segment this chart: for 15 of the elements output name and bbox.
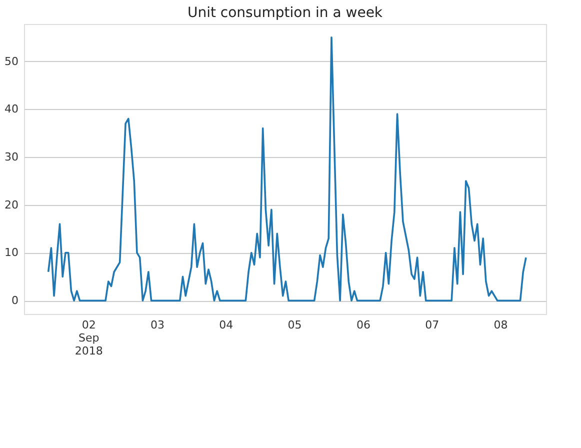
y-tick-label: 30 bbox=[4, 150, 18, 164]
x-tick-label: 03 bbox=[150, 318, 165, 332]
y-tick-label: 0 bbox=[12, 294, 18, 308]
y-tick-label: 10 bbox=[4, 246, 18, 260]
x-tick-label: 02 Sep 2018 bbox=[74, 318, 103, 358]
y-tick-label: 50 bbox=[4, 54, 18, 68]
x-tick-label: 07 bbox=[425, 318, 440, 332]
line-series bbox=[47, 36, 527, 302]
x-tick-label: 04 bbox=[219, 318, 234, 332]
x-tick-label: 06 bbox=[356, 318, 370, 332]
chart-title: Unit consumption in a week bbox=[187, 5, 384, 21]
x-tick-label: 08 bbox=[494, 318, 508, 332]
x-tick-label: 05 bbox=[288, 318, 302, 332]
y-tick-label: 20 bbox=[4, 198, 18, 212]
y-tick-label: 40 bbox=[4, 102, 18, 116]
